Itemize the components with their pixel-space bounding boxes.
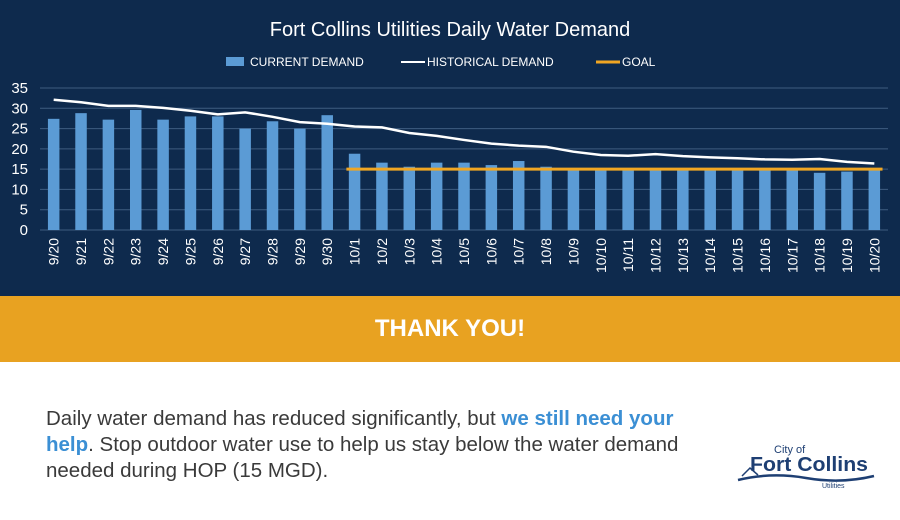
bar-current-demand — [868, 169, 881, 230]
y-tick-label: 0 — [20, 222, 28, 239]
x-tick-label: 10/10 — [593, 238, 609, 273]
bar-current-demand — [321, 115, 333, 230]
x-tick-label: 10/5 — [456, 238, 472, 265]
x-tick-label: 9/24 — [155, 238, 171, 265]
x-tick-label: 9/25 — [182, 238, 198, 265]
bar-current-demand — [786, 169, 799, 230]
message-part1: Daily water demand has reduced significa… — [46, 407, 502, 430]
bar-current-demand — [512, 161, 525, 230]
bar-current-demand — [157, 119, 169, 230]
x-tick-label: 10/6 — [483, 238, 499, 265]
legend-label: CURRENT DEMAND — [250, 55, 364, 69]
x-tick-label: 9/23 — [128, 238, 144, 265]
bar-current-demand — [567, 169, 580, 230]
x-tick-label: 10/12 — [647, 238, 663, 273]
x-tick-label: 9/21 — [73, 238, 89, 265]
legend: CURRENT DEMAND HISTORICAL DEMAND GOAL — [226, 55, 656, 69]
logo-river-swoosh — [737, 474, 875, 482]
logo-mountain — [741, 466, 759, 477]
logo-line3: Utilities — [822, 483, 845, 490]
y-tick-label: 15 — [11, 161, 28, 178]
chart-panel: Fort Collins Utilities Daily Water Deman… — [0, 0, 900, 296]
bar-current-demand — [595, 169, 607, 230]
city-of-fort-collins-logo: City of Fort Collins Utilities — [737, 444, 875, 490]
bar-current-demand — [212, 116, 224, 230]
bars — [47, 109, 881, 230]
bar-current-demand — [47, 118, 60, 230]
logo-line2: Fort Collins — [750, 454, 868, 476]
y-tick-label: 35 — [11, 80, 28, 97]
chart-title: Fort Collins Utilities Daily Water Deman… — [270, 19, 630, 41]
lines — [53, 98, 883, 171]
bar-current-demand — [813, 172, 826, 230]
bar-current-demand — [184, 116, 197, 230]
bar-current-demand — [759, 169, 771, 230]
x-tick-label: 10/11 — [620, 238, 636, 272]
message-highlight: we still need your help — [46, 407, 674, 456]
x-tick-label: 10/9 — [565, 238, 581, 265]
x-tick-label: 9/20 — [46, 238, 62, 265]
bar-current-demand — [485, 165, 498, 230]
legend-label: HISTORICAL DEMAND — [427, 55, 554, 69]
x-tick-label: 10/16 — [757, 238, 773, 273]
x-tick-label: 10/14 — [702, 238, 718, 273]
x-tick-label: 9/28 — [265, 238, 281, 265]
bar-current-demand — [348, 153, 361, 230]
legend-swatch-bar — [226, 57, 244, 66]
logo-line1: City of — [774, 444, 806, 456]
y-axis: 0 5 10 15 20 25 30 35 — [11, 80, 28, 239]
bar-current-demand — [622, 169, 634, 230]
x-tick-label: 10/2 — [374, 238, 390, 265]
x-tick-label: 10/19 — [839, 238, 855, 273]
x-tick-label: 10/1 — [347, 238, 363, 265]
x-tick-label: 10/20 — [866, 238, 882, 273]
banner-text: THANK YOU! — [374, 315, 526, 342]
bar-current-demand — [731, 169, 744, 230]
x-tick-label: 10/3 — [401, 238, 417, 265]
bar-current-demand — [102, 119, 115, 230]
x-tick-label: 10/4 — [429, 238, 445, 265]
bar-current-demand — [294, 128, 306, 230]
water-demand-chart: Fort Collins Utilities Daily Water Deman… — [11, 19, 888, 273]
bar-current-demand — [376, 162, 388, 230]
x-tick-label: 10/18 — [812, 238, 828, 273]
message-part2: . Stop outdoor water use to help us stay… — [46, 433, 679, 482]
bar-current-demand — [677, 169, 689, 230]
bar-current-demand — [649, 169, 662, 230]
y-tick-label: 5 — [20, 202, 28, 219]
bar-current-demand — [540, 166, 552, 230]
x-tick-label: 10/13 — [675, 238, 691, 273]
bar-current-demand — [129, 109, 142, 230]
x-tick-label: 10/7 — [511, 238, 527, 265]
y-tick-label: 10 — [11, 181, 28, 198]
bar-current-demand — [266, 121, 279, 230]
x-tick-label: 9/22 — [100, 238, 116, 265]
bar-current-demand — [841, 171, 853, 230]
bar-current-demand — [458, 162, 470, 230]
x-tick-label: 9/26 — [210, 238, 226, 265]
x-tick-label: 10/8 — [538, 238, 554, 265]
y-tick-label: 30 — [11, 100, 28, 117]
message-text: Daily water demand has reduced significa… — [46, 406, 706, 484]
x-tick-label: 9/27 — [237, 238, 253, 265]
y-tick-label: 20 — [11, 141, 28, 158]
bar-current-demand — [75, 113, 87, 230]
y-tick-label: 25 — [11, 121, 28, 138]
x-axis: 9/20 9/21 9/22 9/23 9/24 9/25 9/26 9/27 9/28 9/29… — [46, 238, 883, 273]
bar-current-demand — [430, 162, 443, 230]
x-tick-label: 10/15 — [730, 238, 746, 273]
legend-label: GOAL — [622, 55, 656, 69]
x-tick-label: 10/17 — [784, 238, 800, 273]
bar-current-demand — [403, 166, 416, 230]
bar-current-demand — [704, 169, 716, 230]
x-tick-label: 9/30 — [319, 238, 335, 265]
x-tick-label: 9/29 — [292, 238, 308, 265]
line-historical-demand — [53, 98, 875, 165]
thank-you-banner: THANK YOU! — [0, 296, 900, 362]
bar-current-demand — [239, 128, 251, 230]
